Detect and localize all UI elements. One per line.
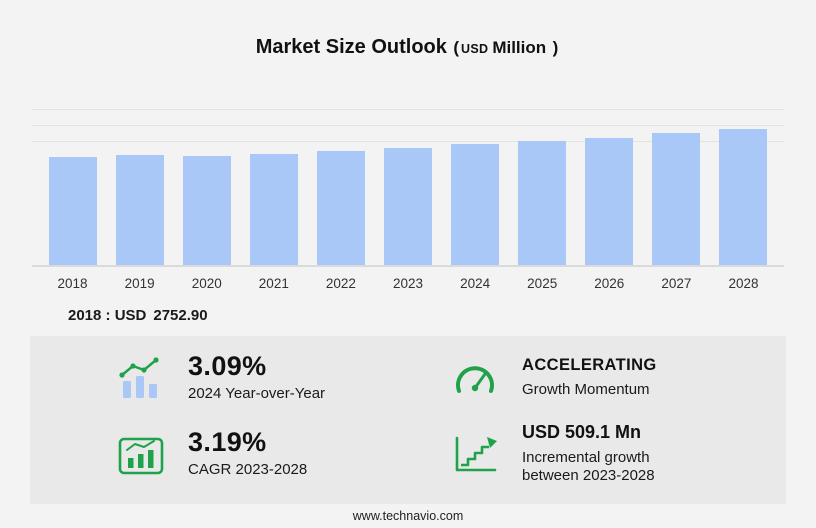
yoy-bars-trend-icon <box>114 355 168 401</box>
page-title: Market Size Outlook (USD Million ) <box>0 0 816 59</box>
cagr-label: CAGR 2023-2028 <box>188 461 308 479</box>
stat-incremental-growth: USD 509.1 Mn Incremental growth between … <box>408 422 786 486</box>
x-axis-label-2020: 2020 <box>191 276 222 291</box>
x-axis-label-2026: 2026 <box>594 276 625 291</box>
stats-panel: 3.09% 2024 Year-over-Year ACCELERATING G… <box>30 336 786 505</box>
bar-group <box>39 109 777 265</box>
bar-2022 <box>316 151 365 265</box>
x-axis-label-2021: 2021 <box>258 276 289 291</box>
bar-slot <box>173 156 240 265</box>
base-year-prefix: 2018 : USD <box>68 307 147 324</box>
x-axis-label-2027: 2027 <box>661 276 692 291</box>
stat-growth-momentum: ACCELERATING Growth Momentum <box>408 352 786 404</box>
bar-2021 <box>249 154 298 265</box>
plot-area <box>32 109 784 267</box>
bar-slot <box>576 138 643 265</box>
bar-slot <box>442 144 509 265</box>
stat-cagr: 3.19% CAGR 2023-2028 <box>30 422 408 486</box>
title-unit: Million <box>492 38 547 57</box>
momentum-value: ACCELERATING <box>522 356 657 375</box>
bar-2019 <box>115 155 164 265</box>
chart-title: Market Size Outlook <box>255 36 447 58</box>
x-axis-label-2019: 2019 <box>124 276 155 291</box>
bar-2018 <box>48 157 97 265</box>
title-paren-close: ) <box>552 38 559 57</box>
bar-slot <box>374 148 441 265</box>
bar-slot <box>39 157 106 265</box>
framed-bar-chart-icon <box>114 431 168 477</box>
incremental-label-line2: between 2023-2028 <box>522 467 655 485</box>
bar-slot <box>106 155 173 265</box>
bar-2027 <box>652 133 701 265</box>
source-url: www.technavio.com <box>352 509 464 523</box>
gridline <box>32 125 784 126</box>
bar-slot <box>643 133 710 265</box>
x-axis-label-2022: 2022 <box>325 276 356 291</box>
market-size-bar-chart: 2018 2019 2020 2021 2022 2023 2024 2025 2026 2027… <box>32 109 784 291</box>
gridline <box>32 141 784 142</box>
x-axis-label-2025: 2025 <box>527 276 558 291</box>
base-year-value: 2752.90 <box>153 307 208 324</box>
bar-slot <box>509 141 576 265</box>
stat-year-over-year: 3.09% 2024 Year-over-Year <box>30 352 408 404</box>
title-paren-open: ( <box>453 38 460 57</box>
stat-text: 3.09% 2024 Year-over-Year <box>188 352 325 404</box>
x-axis-baseline <box>32 265 784 267</box>
bar-slot <box>307 151 374 265</box>
x-axis-labels: 2018 2019 2020 2021 2022 2023 2024 2025 2026 2027… <box>32 276 784 291</box>
bar-2020 <box>182 156 231 265</box>
gridline <box>32 109 784 110</box>
incremental-label: Incremental growth between 2023-2028 <box>522 449 655 487</box>
base-year-annotation: 2018 : USD 2752.90 <box>68 307 816 324</box>
speedometer-icon <box>448 357 502 399</box>
bar-2025 <box>518 141 567 265</box>
bar-2024 <box>451 144 500 265</box>
yoy-label: 2024 Year-over-Year <box>188 385 326 403</box>
stat-text: USD 509.1 Mn Incremental growth between … <box>522 422 655 486</box>
stat-text: 3.19% CAGR 2023-2028 <box>188 428 307 480</box>
bar-2026 <box>585 138 634 265</box>
stairs-growth-icon <box>448 432 502 476</box>
bar-2028 <box>719 129 768 265</box>
bar-slot <box>240 154 307 265</box>
x-axis-label-2018: 2018 <box>57 276 88 291</box>
title-currency: USD <box>461 42 489 56</box>
bar-2023 <box>384 148 433 265</box>
incremental-label-line1: Incremental growth <box>522 448 650 466</box>
incremental-value: USD 509.1 Mn <box>522 422 642 443</box>
bar-slot <box>710 129 777 265</box>
cagr-value: 3.19% <box>188 427 267 458</box>
x-axis-label-2023: 2023 <box>392 276 424 291</box>
stat-text: ACCELERATING Growth Momentum <box>522 356 657 400</box>
momentum-label: Growth Momentum <box>522 381 650 399</box>
yoy-value: 3.09% <box>188 351 267 381</box>
x-axis-label-2028: 2028 <box>728 276 759 291</box>
x-axis-label-2024: 2024 <box>460 276 491 291</box>
